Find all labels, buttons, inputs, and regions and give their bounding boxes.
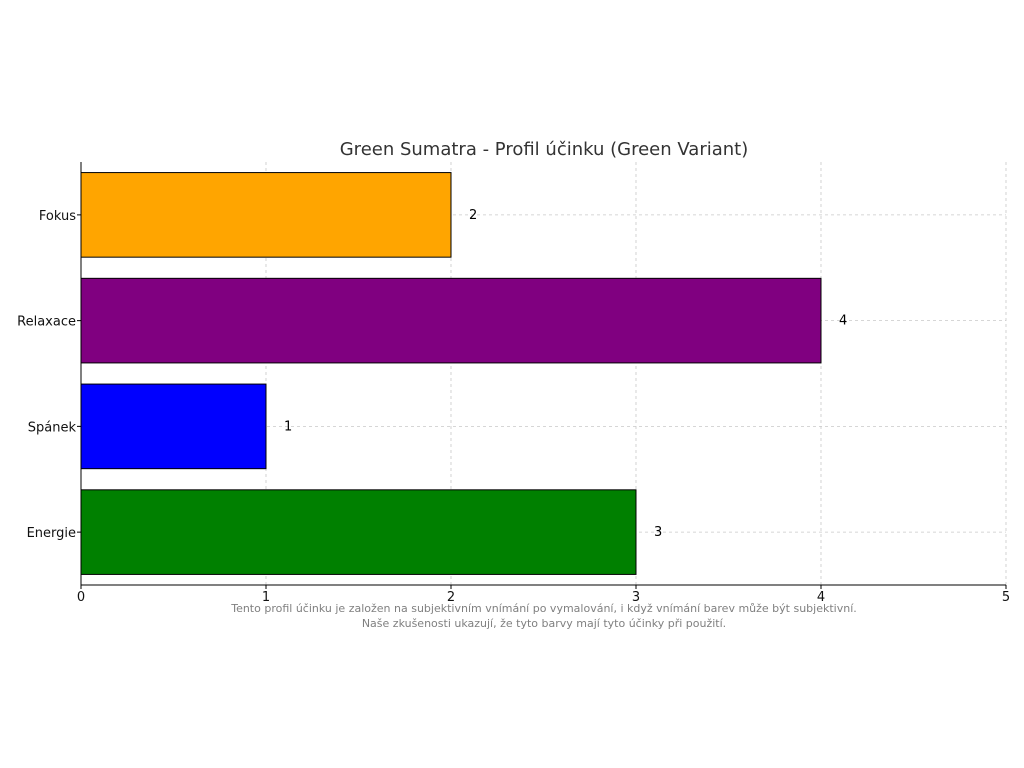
x-tick-label: 1	[262, 590, 270, 605]
footnote-line-1: Tento profil účinku je založen na subjek…	[230, 602, 857, 615]
x-tick-label: 5	[1002, 590, 1010, 605]
x-tick-label: 0	[77, 590, 85, 605]
bar-relaxace	[80, 277, 822, 364]
axes	[80, 162, 1006, 586]
data-label: 3	[654, 525, 662, 540]
y-tick-label: Spánek	[28, 420, 77, 435]
footnote-line-2: Naše zkušenosti ukazují, že tyto barvy m…	[362, 617, 726, 630]
chart-title: Green Sumatra - Profil účinku (Green Var…	[340, 139, 749, 160]
data-label: 4	[839, 314, 847, 329]
y-tick-label: Relaxace	[17, 315, 76, 330]
data-label: 2	[469, 208, 477, 223]
labels: 0 1 2 3 4 5 Energie 3 Spánek 1 Relaxace 4 Fokus 2	[17, 208, 1010, 605]
x-tick-label: 3	[632, 590, 640, 605]
x-tick-label: 2	[447, 590, 455, 605]
data-label: 1	[284, 419, 292, 434]
bar-spánek	[80, 383, 267, 470]
bars	[80, 172, 822, 575]
y-tick-label: Energie	[27, 526, 76, 541]
x-tick-label: 4	[817, 590, 825, 605]
bar-energie	[80, 489, 637, 575]
bar-fokus	[80, 172, 452, 258]
y-tick-label: Fokus	[39, 209, 76, 224]
